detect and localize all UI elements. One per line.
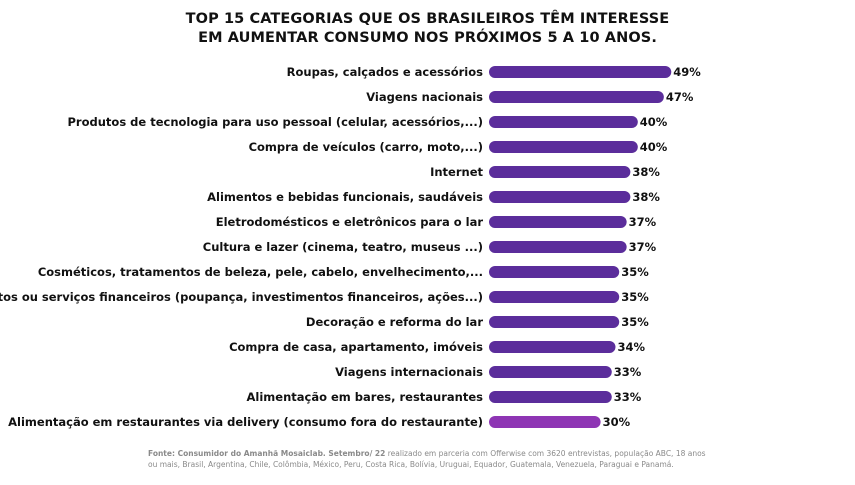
bar [489,366,612,378]
bar-chart: Roupas, calçados e acessórios 49% Viagens … [0,65,701,429]
category-label: Alimentação em bares, restaurantes [247,390,484,404]
source-text: realizado em parceria com Offerwise com … [148,449,706,469]
category-label: Decoração e reforma do lar [306,315,483,329]
bar [489,316,620,328]
bar [489,141,638,153]
value-label: 35% [621,265,649,279]
bar [489,341,616,353]
bar [489,241,627,253]
bar [489,91,664,103]
bar [489,416,601,428]
bar [489,391,612,403]
bar [489,291,620,303]
value-label: 30% [603,415,631,429]
category-label: Eletrodomésticos e eletrônicos para o la… [216,215,484,229]
value-label: 35% [621,290,649,304]
bar [489,116,638,128]
value-label: 33% [614,365,642,379]
bar [489,266,620,278]
bar [489,216,627,228]
value-label: 34% [617,340,645,354]
value-label: 33% [614,390,642,404]
value-label: 49% [673,65,701,79]
category-label: Compra de casa, apartamento, imóveis [229,340,483,354]
source-note: Fonte: Consumidor do Amanhã Mosaiclab. S… [148,448,708,470]
category-label: Viagens nacionais [366,90,483,104]
chart-title-line-2: EM AUMENTAR CONSUMO NOS PRÓXIMOS 5 A 10 … [198,30,657,46]
value-label: 37% [629,215,657,229]
chart-title-line-1: TOP 15 CATEGORIAS QUE OS BRASILEIROS TÊM… [185,11,670,27]
value-label: 38% [632,165,660,179]
value-label: 38% [632,190,660,204]
bar [489,166,631,178]
value-label: 37% [629,240,657,254]
category-label: Roupas, calçados e acessórios [287,65,484,79]
bar [489,66,672,78]
category-label: Alimentos e bebidas funcionais, saudávei… [207,190,483,204]
bar [489,191,631,203]
category-label: Compra de veículos (carro, moto,...) [249,140,483,154]
value-label: 40% [640,115,668,129]
source-bold: Fonte: Consumidor do Amanhã Mosaiclab. S… [148,449,386,458]
category-label: Alimentação em restaurantes via delivery… [8,415,483,429]
category-label: Viagens internacionais [335,365,483,379]
category-label: Internet [430,165,483,179]
category-label: Produtos de tecnologia para uso pessoal … [68,115,484,129]
category-label: Cultura e lazer (cinema, teatro, museus … [203,240,483,254]
value-label: 47% [666,90,694,104]
category-label: Cosméticos, tratamentos de beleza, pele,… [38,265,483,279]
value-label: 40% [640,140,668,154]
chart-title: TOP 15 CATEGORIAS QUE OS BRASILEIROS TÊM… [0,10,855,48]
category-label: Produtos ou serviços financeiros (poupan… [0,290,483,304]
value-label: 35% [621,315,649,329]
